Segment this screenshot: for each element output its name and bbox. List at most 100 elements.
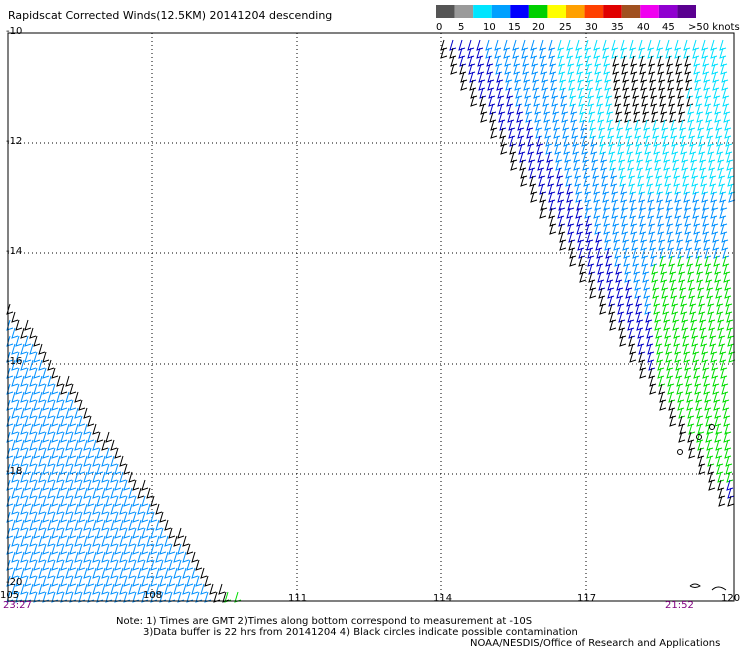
wind-barb: [114, 527, 122, 539]
wind-barb: [87, 511, 95, 523]
wind-barb: [718, 167, 726, 179]
wind-barb: [65, 583, 73, 595]
wind-barb: [573, 151, 581, 163]
wind-barb: [593, 183, 601, 195]
wind-barb: [51, 399, 59, 411]
wind-barb: [564, 151, 572, 163]
time-right: 21:52: [665, 600, 694, 611]
wind-barb: [507, 103, 515, 115]
wind-barb: [720, 359, 728, 371]
wind-barb: [24, 495, 32, 507]
wind-barb: [705, 407, 713, 419]
wind-barb: [173, 535, 181, 547]
wind-barb: [636, 311, 644, 323]
wind-barb: [101, 567, 109, 579]
wind-barb: [639, 55, 647, 67]
wind-barb: [657, 215, 665, 227]
wind-barb: [528, 151, 536, 163]
wind-barb: [708, 311, 716, 323]
wind-barb: [654, 151, 662, 163]
wind-barb: [606, 103, 614, 115]
wind-barb: [51, 495, 59, 507]
wind-barb: [530, 39, 538, 51]
wind-barb: [602, 39, 610, 51]
wind-barb: [74, 423, 82, 435]
wind-barb: [168, 543, 176, 555]
wind-barb: [629, 39, 637, 51]
wind-barb: [173, 583, 181, 595]
wind-barb: [33, 527, 41, 539]
wind-barb: [92, 551, 100, 563]
wind-barb: [686, 391, 694, 403]
wind-barb: [69, 511, 77, 523]
wind-barb: [707, 455, 715, 467]
wind-barb: [673, 167, 681, 179]
wind-barb: [110, 567, 118, 579]
wind-barb: [114, 447, 122, 459]
wind-barb: [705, 263, 713, 275]
wind-barb: [110, 551, 118, 563]
contamination-circle: [696, 434, 702, 440]
wind-barb: [724, 439, 732, 451]
wind-barb: [576, 55, 584, 67]
wind-barb: [83, 551, 91, 563]
wind-barb: [65, 455, 73, 467]
wind-barb: [711, 359, 719, 371]
wind-barb: [83, 503, 91, 515]
lon-label-120: 120: [721, 593, 740, 604]
wind-barb: [532, 71, 540, 83]
wind-barb: [703, 375, 711, 387]
wind-barb: [69, 447, 77, 459]
wind-barb: [47, 439, 55, 451]
wind-barb: [69, 543, 77, 555]
wind-barb: [20, 391, 28, 403]
wind-barb: [640, 231, 648, 243]
wind-barb: [643, 119, 651, 131]
wind-barb: [515, 87, 523, 99]
wind-barb: [177, 575, 185, 587]
wind-barb: [621, 55, 629, 67]
wind-barb: [727, 327, 735, 339]
wind-barb: [110, 519, 118, 531]
wind-barb: [694, 375, 702, 387]
wind-barb: [78, 447, 86, 459]
wind-barb: [123, 559, 131, 571]
colorbar-label: 25: [559, 22, 572, 33]
wind-barb: [191, 583, 199, 595]
wind-barb: [114, 575, 122, 587]
wind-barb: [688, 119, 696, 131]
wind-barb: [92, 503, 100, 515]
wind-barb: [15, 495, 23, 507]
wind-barb: [96, 559, 104, 571]
colorbar-label: 35: [611, 22, 624, 33]
wind-barb: [662, 295, 670, 307]
wind-barb: [615, 263, 623, 275]
wind-barb: [74, 535, 82, 547]
wind-barb: [33, 367, 41, 379]
wind-barb: [657, 199, 665, 211]
wind-barb: [598, 279, 606, 291]
wind-barb: [105, 463, 113, 475]
colorbar-swatch: [621, 5, 641, 18]
wind-barb: [546, 151, 554, 163]
wind-barb: [677, 87, 685, 99]
wind-barb: [11, 519, 19, 531]
wind-barb: [557, 183, 565, 195]
wind-barb: [633, 263, 641, 275]
wind-barb: [649, 71, 657, 83]
wind-barb: [699, 311, 707, 323]
wind-barb: [665, 39, 673, 51]
wind-barb: [47, 375, 55, 387]
wind-barb: [639, 199, 647, 211]
wind-barb: [549, 199, 557, 211]
wind-barb: [42, 543, 50, 555]
wind-barb: [615, 103, 623, 115]
wind-barb: [33, 543, 41, 555]
wind-barb: [598, 119, 606, 131]
wind-barb: [15, 463, 23, 475]
wind-barb: [608, 135, 616, 147]
wind-barb: [686, 247, 694, 259]
wind-barb: [650, 247, 658, 259]
wind-barb: [164, 567, 172, 579]
wind-barb: [24, 559, 32, 571]
